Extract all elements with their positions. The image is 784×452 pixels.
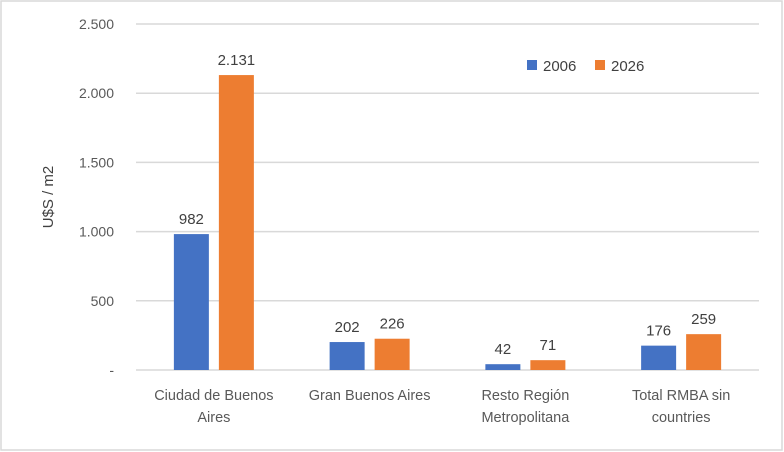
bar-2026 [530, 360, 566, 370]
bar-2026 [686, 334, 722, 370]
bar-2026 [374, 338, 410, 370]
data-label: 226 [380, 316, 405, 333]
data-label: 202 [335, 319, 360, 336]
data-label: 42 [495, 341, 512, 358]
data-label: 259 [691, 311, 716, 328]
legend-label: 2026 [611, 58, 644, 75]
data-label: 176 [646, 323, 671, 340]
y-tick-label: 2.000 [79, 85, 114, 101]
data-label: 2.131 [218, 52, 256, 69]
bar-2006 [329, 342, 365, 370]
legend-swatch-2006 [527, 60, 537, 70]
bar-2006 [173, 234, 209, 370]
y-axis-label: U$S / m2 [40, 166, 57, 229]
legend-label: 2006 [543, 58, 576, 75]
y-tick-label: 1.500 [79, 154, 114, 170]
x-tick-label: Gran Buenos Aires [309, 388, 431, 404]
y-tick-label: 1.000 [79, 224, 114, 240]
bar-2006 [641, 345, 677, 370]
x-tick-label: Resto Región [481, 388, 569, 404]
x-tick-label: countries [652, 410, 711, 426]
legend-swatch-2026 [595, 60, 605, 70]
data-label: 982 [179, 211, 204, 228]
x-tick-label: Ciudad de Buenos [154, 388, 273, 404]
x-tick-label: Metropolitana [481, 410, 570, 426]
x-tick-label: Aires [197, 410, 230, 426]
x-tick-label: Total RMBA sin [632, 388, 730, 404]
bar-2026 [218, 75, 254, 370]
data-label: 71 [540, 337, 557, 354]
y-tick-label: 500 [91, 293, 115, 309]
bar-2006 [485, 364, 521, 370]
y-tick-label: - [109, 362, 114, 378]
y-tick-label: 2.500 [79, 16, 114, 32]
